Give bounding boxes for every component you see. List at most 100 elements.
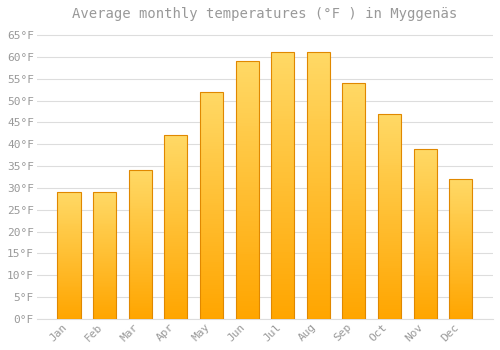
Bar xyxy=(414,154,436,155)
Bar xyxy=(93,288,116,290)
Bar xyxy=(93,285,116,286)
Bar xyxy=(306,52,330,55)
Bar xyxy=(93,308,116,309)
Bar xyxy=(271,63,294,66)
Bar xyxy=(236,64,258,66)
Bar xyxy=(128,231,152,233)
Bar xyxy=(306,282,330,284)
Bar xyxy=(414,176,436,177)
Bar xyxy=(128,230,152,231)
Bar xyxy=(271,308,294,311)
Bar xyxy=(128,301,152,302)
Bar xyxy=(236,169,258,172)
Bar xyxy=(271,282,294,284)
Bar xyxy=(342,198,365,201)
Bar xyxy=(342,189,365,191)
Bar xyxy=(236,298,258,301)
Bar xyxy=(93,206,116,208)
Bar xyxy=(271,148,294,151)
Bar xyxy=(236,103,258,105)
Bar xyxy=(200,301,223,303)
Bar xyxy=(414,161,436,162)
Bar xyxy=(271,175,294,178)
Bar xyxy=(164,135,188,319)
Bar xyxy=(236,77,258,79)
Bar xyxy=(342,251,365,253)
Bar xyxy=(236,195,258,198)
Bar xyxy=(200,226,223,228)
Bar xyxy=(414,148,436,319)
Bar xyxy=(271,314,294,316)
Bar xyxy=(378,204,401,206)
Bar xyxy=(271,119,294,122)
Bar xyxy=(236,74,258,77)
Bar xyxy=(164,253,188,255)
Bar xyxy=(449,292,472,294)
Bar xyxy=(306,135,330,138)
Bar xyxy=(342,154,365,156)
Bar xyxy=(306,316,330,319)
Bar xyxy=(236,275,258,278)
Bar xyxy=(378,150,401,153)
Bar xyxy=(164,170,188,172)
Bar xyxy=(342,305,365,307)
Bar xyxy=(200,196,223,198)
Bar xyxy=(200,112,223,114)
Bar xyxy=(306,196,330,199)
Bar xyxy=(58,215,80,216)
Bar xyxy=(58,225,80,226)
Bar xyxy=(378,200,401,202)
Bar xyxy=(164,229,188,231)
Bar xyxy=(271,234,294,236)
Bar xyxy=(200,185,223,187)
Bar xyxy=(414,270,436,271)
Bar xyxy=(449,216,472,217)
Bar xyxy=(306,186,330,188)
Bar xyxy=(306,108,330,111)
Bar xyxy=(342,83,365,85)
Bar xyxy=(164,267,188,270)
Bar xyxy=(200,305,223,308)
Bar xyxy=(200,317,223,319)
Bar xyxy=(414,224,436,225)
Bar xyxy=(236,314,258,316)
Bar xyxy=(58,317,80,319)
Bar xyxy=(414,157,436,159)
Bar xyxy=(200,105,223,108)
Bar xyxy=(164,315,188,317)
Bar xyxy=(58,273,80,274)
Bar xyxy=(58,305,80,306)
Bar xyxy=(200,299,223,301)
Bar xyxy=(342,246,365,248)
Bar xyxy=(128,176,152,178)
Bar xyxy=(200,187,223,189)
Bar xyxy=(271,239,294,241)
Bar xyxy=(271,268,294,271)
Bar xyxy=(449,264,472,266)
Bar xyxy=(306,226,330,228)
Bar xyxy=(164,196,188,198)
Bar xyxy=(306,52,330,319)
Bar xyxy=(271,298,294,300)
Bar xyxy=(306,58,330,61)
Bar xyxy=(342,147,365,149)
Bar xyxy=(236,128,258,131)
Bar xyxy=(271,210,294,212)
Bar xyxy=(271,156,294,159)
Bar xyxy=(271,132,294,135)
Bar xyxy=(164,238,188,240)
Bar xyxy=(378,255,401,257)
Bar xyxy=(128,222,152,224)
Bar xyxy=(164,148,188,150)
Bar xyxy=(271,114,294,117)
Bar xyxy=(93,261,116,262)
Bar xyxy=(342,166,365,168)
Bar xyxy=(128,264,152,265)
Bar xyxy=(236,154,258,156)
Bar xyxy=(200,114,223,117)
Bar xyxy=(271,69,294,71)
Bar xyxy=(93,270,116,271)
Bar xyxy=(164,205,188,207)
Bar xyxy=(236,239,258,241)
Bar xyxy=(58,244,80,245)
